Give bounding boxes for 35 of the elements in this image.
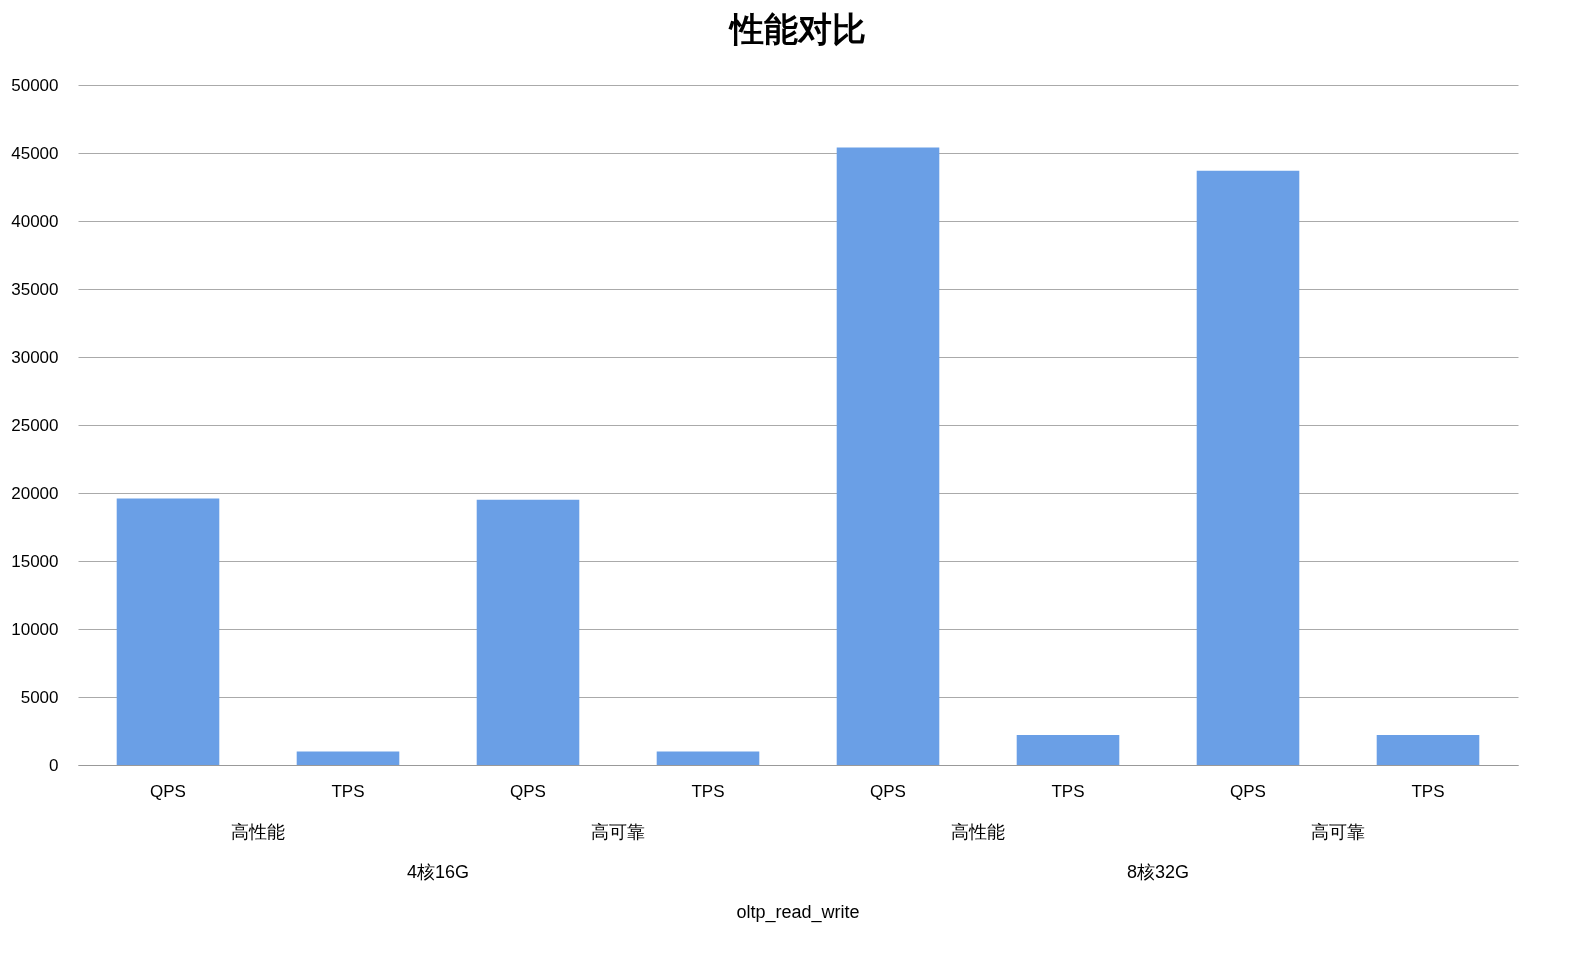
x-tick-label: TPS xyxy=(1411,781,1445,801)
text: 4核16G xyxy=(406,862,470,882)
y-tick-label: 50000 xyxy=(11,75,59,95)
x-tick-label: QPS xyxy=(1230,781,1266,801)
y-tick-label: 40000 xyxy=(11,211,59,231)
bar xyxy=(656,751,760,765)
bar xyxy=(296,751,400,765)
x-tick-label: QPS xyxy=(510,781,546,801)
text: 高可靠 xyxy=(1311,822,1365,842)
y-tick-label: 0 xyxy=(49,755,59,775)
x-tick-label: QPS xyxy=(150,781,186,801)
bar xyxy=(476,499,580,765)
bar xyxy=(836,147,940,765)
x-tick-label: QPS xyxy=(870,781,906,801)
text: 高性能 xyxy=(231,822,285,842)
y-tick-label: 15000 xyxy=(11,551,59,571)
bar xyxy=(116,498,220,765)
x-tick-label: TPS xyxy=(1051,781,1085,801)
bar xyxy=(1016,735,1120,765)
chart-title: 性能对比 xyxy=(728,10,866,48)
bar xyxy=(1376,735,1480,765)
text: 8核32G xyxy=(1126,862,1190,882)
y-tick-label: 5000 xyxy=(20,687,59,707)
y-tick-label: 25000 xyxy=(11,415,59,435)
x-tick-label: TPS xyxy=(331,781,365,801)
x-tick-label: TPS xyxy=(691,781,725,801)
text: 高可靠 xyxy=(591,822,645,842)
text: 高性能 xyxy=(951,822,1005,842)
y-tick-label: 10000 xyxy=(11,619,59,639)
bar xyxy=(1196,170,1300,765)
y-tick-label: 35000 xyxy=(11,279,59,299)
y-tick-label: 20000 xyxy=(11,483,59,503)
text: oltp_read_write xyxy=(736,902,860,923)
y-tick-label: 30000 xyxy=(11,347,59,367)
y-tick-label: 45000 xyxy=(11,143,59,163)
